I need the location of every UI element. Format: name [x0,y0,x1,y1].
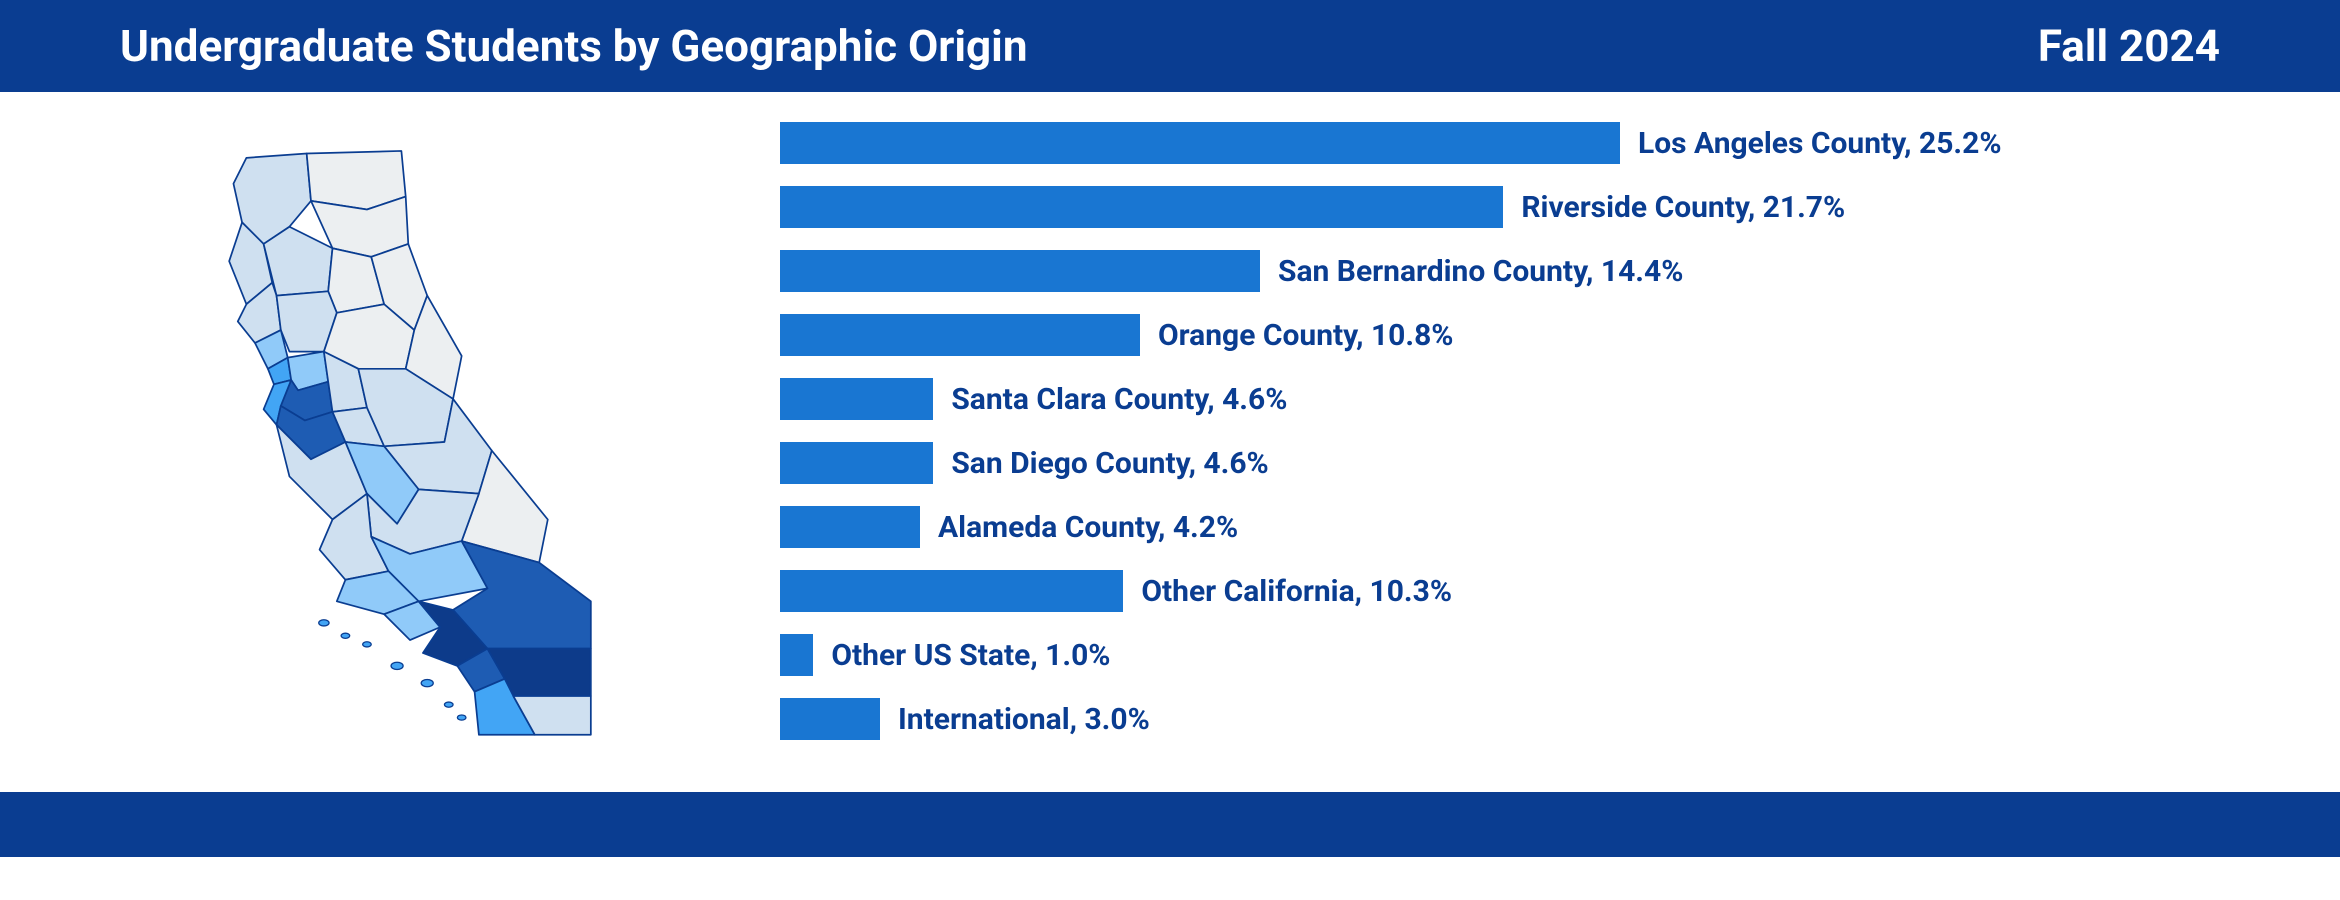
bar-label: Other US State, 1.0% [831,638,1110,673]
bar-row: Orange County, 10.8% [780,314,2300,356]
bar-row: Los Angeles County, 25.2% [780,122,2300,164]
map-svg [160,132,660,752]
island [391,662,403,669]
footer-bar [0,792,2340,857]
bar-label: Other California, 10.3% [1141,574,1452,609]
island [421,679,433,686]
bar [780,122,1620,164]
island [341,633,350,638]
island [457,715,466,720]
bar [780,442,933,484]
bar-row: Other California, 10.3% [780,570,2300,612]
bar [780,634,813,676]
page-title: Undergraduate Students by Geographic Ori… [120,20,1028,72]
bar-row: Other US State, 1.0% [780,634,2300,676]
bar [780,698,880,740]
island [444,702,453,707]
bar-row: Santa Clara County, 4.6% [780,378,2300,420]
term-label: Fall 2024 [2038,20,2220,72]
bar-chart: Los Angeles County, 25.2% Riverside Count… [740,112,2340,772]
bar-label: Alameda County, 4.2% [938,510,1238,545]
bar [780,250,1260,292]
bar-label: San Diego County, 4.6% [951,446,1268,481]
island [319,620,329,626]
island [363,642,372,647]
bar-row: San Bernardino County, 14.4% [780,250,2300,292]
bar [780,186,1503,228]
bar [780,314,1140,356]
bar [780,378,933,420]
header-bar: Undergraduate Students by Geographic Ori… [0,0,2340,92]
bar-row: San Diego County, 4.6% [780,442,2300,484]
bar-label: Los Angeles County, 25.2% [1638,126,2002,161]
bar-row: International, 3.0% [780,698,2300,740]
bar [780,506,920,548]
california-map [0,112,740,772]
bar-row: Alameda County, 4.2% [780,506,2300,548]
bar-label: Riverside County, 21.7% [1521,190,1845,225]
bar-label: Orange County, 10.8% [1158,318,1453,353]
content-area: Los Angeles County, 25.2% Riverside Count… [0,92,2340,792]
bar-label: San Bernardino County, 14.4% [1278,254,1683,289]
bar [780,570,1123,612]
bar-label: Santa Clara County, 4.6% [951,382,1287,417]
bar-label: International, 3.0% [898,702,1150,737]
bar-row: Riverside County, 21.7% [780,186,2300,228]
